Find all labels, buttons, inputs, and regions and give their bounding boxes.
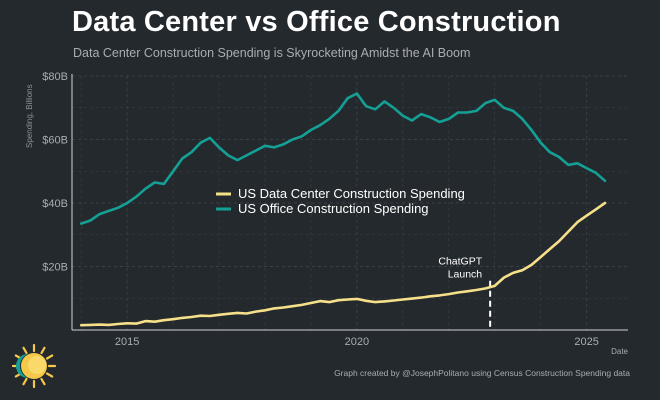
- annotation-label: Launch: [448, 269, 483, 281]
- sun-ray: [45, 372, 54, 378]
- sun-ray: [40, 377, 46, 386]
- legend-label: US Office Construction Spending: [238, 201, 429, 216]
- chart-title: Data Center vs Office Construction: [72, 6, 561, 38]
- source-credit: Graph created by @JosephPolitano using C…: [334, 368, 630, 378]
- y-tick-label: $80B: [42, 71, 68, 83]
- sun-ray: [22, 346, 28, 355]
- x-tick-label: 2015: [115, 336, 139, 348]
- annotation-label: ChatGPT: [438, 256, 482, 268]
- x-axis-label: Date: [611, 347, 628, 356]
- chart-subtitle: Data Center Construction Spending is Sky…: [73, 46, 471, 60]
- x-tick-label: 2025: [574, 336, 598, 348]
- y-tick-label: $40B: [42, 198, 68, 210]
- sun-ray: [40, 346, 46, 355]
- y-tick-label: $60B: [42, 135, 68, 147]
- sun-icon: [11, 343, 57, 389]
- sun-ray: [22, 377, 28, 386]
- grid-lines: [72, 75, 628, 330]
- legend-label: US Data Center Construction Spending: [238, 186, 465, 201]
- sun-ray: [45, 354, 54, 360]
- axes: $20B $40B $60B $80B 2015 2020 2025: [42, 71, 628, 348]
- x-tick-label: 2020: [345, 336, 369, 348]
- series-layer: [79, 92, 607, 327]
- y-tick-label: $20B: [42, 262, 68, 274]
- series-line-data-center: [79, 201, 607, 327]
- series-line-office: [79, 92, 607, 225]
